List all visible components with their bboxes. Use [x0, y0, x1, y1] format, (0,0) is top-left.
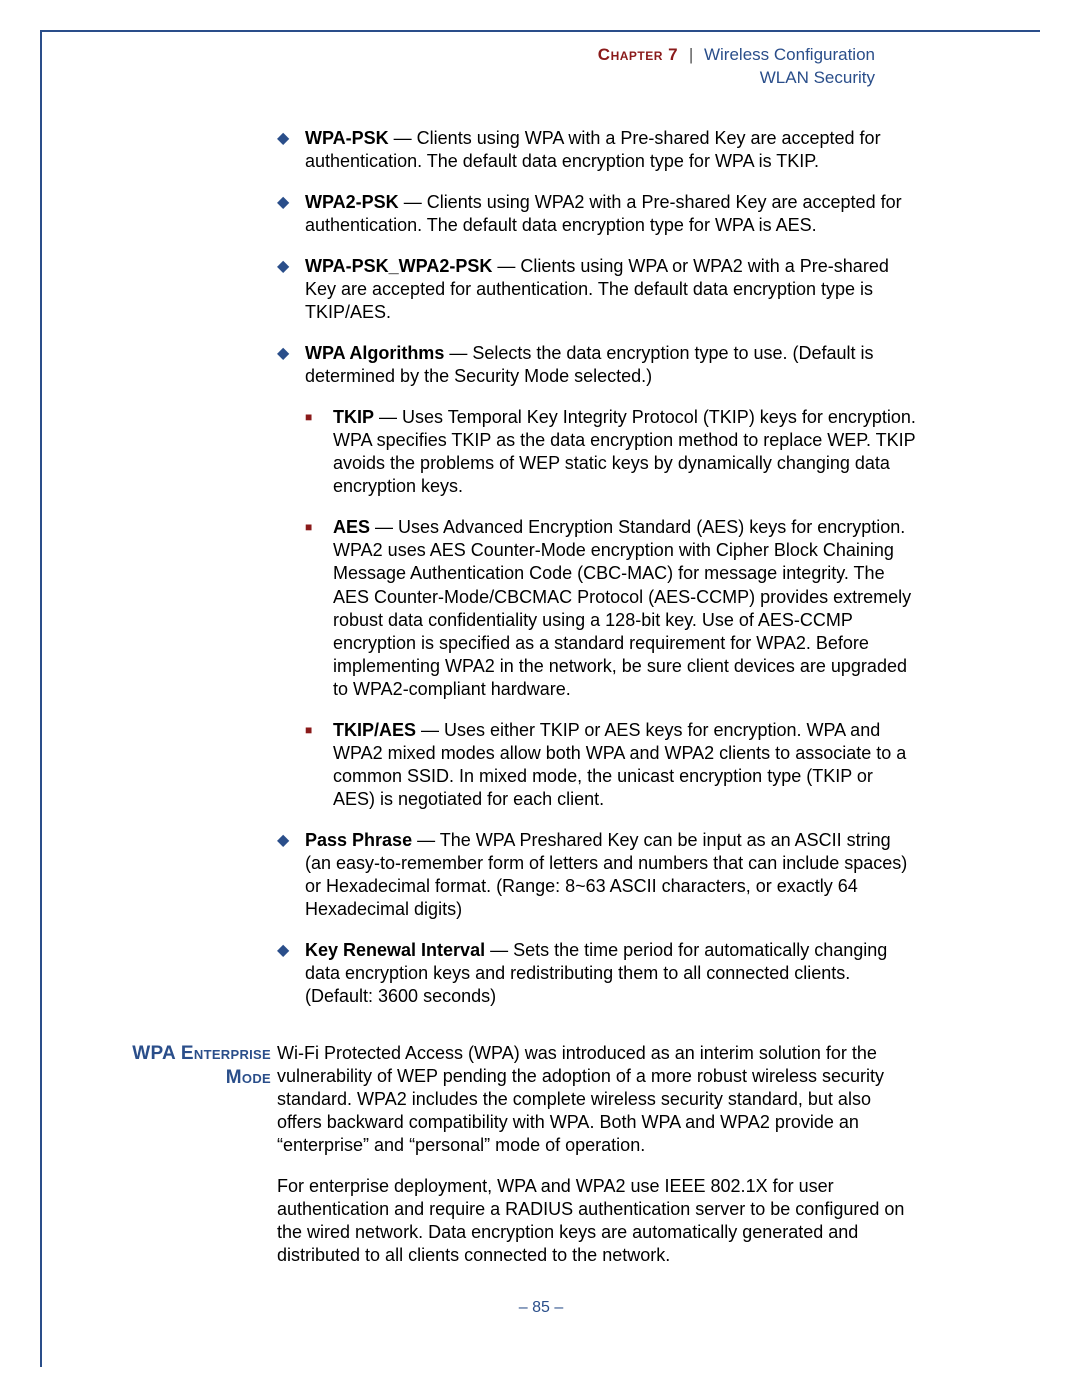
section-label-line2: Mode [226, 1067, 271, 1088]
section-para-1: Wi-Fi Protected Access (WPA) was introdu… [277, 1042, 917, 1157]
sub-text: TKIP — Uses Temporal Key Integrity Proto… [333, 406, 917, 498]
bullet-text: WPA Algorithms — Selects the data encryp… [305, 342, 917, 388]
bullet-item: ◆WPA2-PSK — Clients using WPA2 with a Pr… [277, 191, 917, 237]
header-separator: | [683, 45, 699, 64]
sub-term: TKIP/AES [333, 720, 416, 740]
square-bullet-icon: ■ [305, 516, 333, 700]
content-area: ◆WPA-PSK — Clients using WPA with a Pre-… [277, 127, 917, 1285]
bullet-item: ◆Pass Phrase — The WPA Preshared Key can… [277, 829, 917, 921]
sub-text: AES — Uses Advanced Encryption Standard … [333, 516, 917, 700]
sub-term: AES [333, 517, 370, 537]
bullet-term: WPA-PSK_WPA2-PSK [305, 256, 492, 276]
diamond-bullet-icon: ◆ [277, 255, 305, 324]
section-label-line1: WPA Enterprise [132, 1043, 271, 1064]
sub-desc: — Uses Advanced Encryption Standard (AES… [333, 517, 911, 698]
bullet-item: ◆WPA Algorithms — Selects the data encry… [277, 342, 917, 388]
wpa-enterprise-section: WPA Enterprise Mode Wi-Fi Protected Acce… [277, 1042, 917, 1285]
bullet-item: ◆WPA-PSK — Clients using WPA with a Pre-… [277, 127, 917, 173]
sub-item: ■TKIP — Uses Temporal Key Integrity Prot… [305, 406, 917, 498]
diamond-bullet-icon: ◆ [277, 939, 305, 1008]
diamond-bullet-icon: ◆ [277, 127, 305, 173]
section-label: WPA Enterprise Mode [115, 1042, 271, 1090]
chapter-title: Wireless Configuration [704, 45, 875, 64]
bullet-item: ◆WPA-PSK_WPA2-PSK — Clients using WPA or… [277, 255, 917, 324]
bullet-term: Pass Phrase [305, 830, 412, 850]
sub-desc: — Uses Temporal Key Integrity Protocol (… [333, 407, 916, 496]
bullet-term: WPA-PSK [305, 128, 389, 148]
page-frame: Chapter 7 | Wireless Configuration WLAN … [40, 30, 1040, 1367]
bullet-desc: — Clients using WPA with a Pre-shared Ke… [305, 128, 881, 171]
section-para-2: For enterprise deployment, WPA and WPA2 … [277, 1175, 917, 1267]
sub-text: TKIP/AES — Uses either TKIP or AES keys … [333, 719, 917, 811]
chapter-number: Chapter 7 [598, 45, 678, 64]
sub-term: TKIP [333, 407, 374, 427]
bullet-list: ◆WPA-PSK — Clients using WPA with a Pre-… [277, 127, 917, 1008]
bullet-text: WPA-PSK — Clients using WPA with a Pre-s… [305, 127, 917, 173]
sub-list: ■TKIP — Uses Temporal Key Integrity Prot… [277, 406, 917, 811]
bullet-text: WPA2-PSK — Clients using WPA2 with a Pre… [305, 191, 917, 237]
header-subtitle: WLAN Security [598, 67, 875, 90]
page-header: Chapter 7 | Wireless Configuration WLAN … [598, 44, 875, 90]
bullet-text: WPA-PSK_WPA2-PSK — Clients using WPA or … [305, 255, 917, 324]
sub-item: ■TKIP/AES — Uses either TKIP or AES keys… [305, 719, 917, 811]
bullet-item: ◆Key Renewal Interval — Sets the time pe… [277, 939, 917, 1008]
square-bullet-icon: ■ [305, 406, 333, 498]
bullet-term: WPA Algorithms [305, 343, 444, 363]
bullet-term: Key Renewal Interval [305, 940, 485, 960]
bullet-text: Pass Phrase — The WPA Preshared Key can … [305, 829, 917, 921]
sub-item: ■AES — Uses Advanced Encryption Standard… [305, 516, 917, 700]
diamond-bullet-icon: ◆ [277, 342, 305, 388]
section-body: Wi-Fi Protected Access (WPA) was introdu… [277, 1042, 917, 1285]
diamond-bullet-icon: ◆ [277, 191, 305, 237]
bullet-text: Key Renewal Interval — Sets the time per… [305, 939, 917, 1008]
page-number: – 85 – [42, 1299, 1040, 1317]
sub-desc: — Uses either TKIP or AES keys for encry… [333, 720, 906, 809]
diamond-bullet-icon: ◆ [277, 829, 305, 921]
square-bullet-icon: ■ [305, 719, 333, 811]
bullet-term: WPA2-PSK [305, 192, 399, 212]
